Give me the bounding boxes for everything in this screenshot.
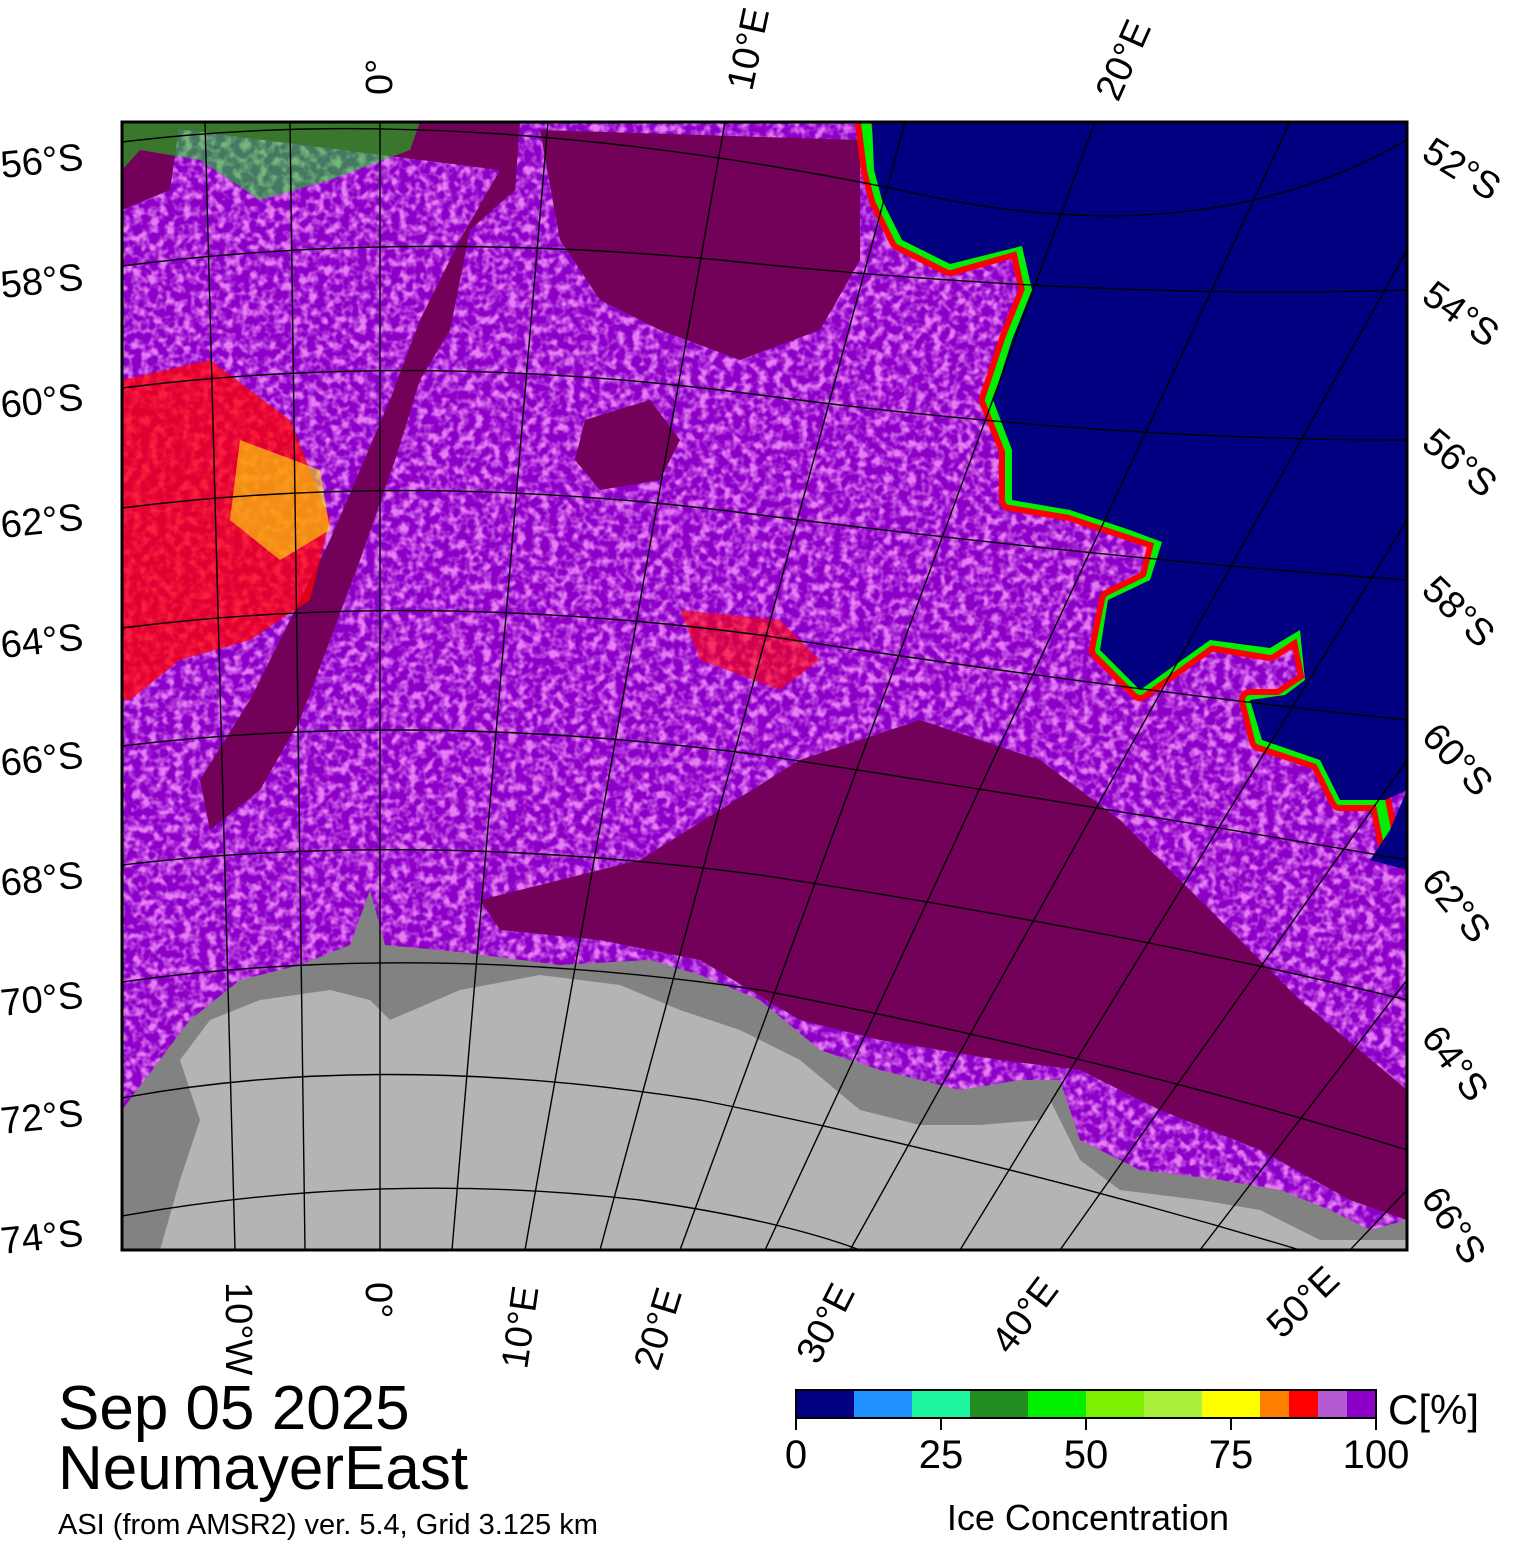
lon-label-bottom: 10°E [494, 1283, 547, 1371]
lat-label-right: 60°S [1413, 715, 1500, 804]
colorbar-segment [1086, 1390, 1145, 1418]
top-longitude-labels: 0° 10°E 20°E [359, 4, 1160, 107]
colorbar-tick-label: 0 [785, 1433, 807, 1477]
colorbar-segment [912, 1390, 971, 1418]
lat-label-left: 68°S [0, 855, 85, 905]
lon-label-bottom: 0° [357, 1282, 399, 1318]
colorbar-segment [1318, 1390, 1348, 1418]
map-region: NeumayerEast [58, 1434, 469, 1503]
colorbar-title: Ice Concentration [947, 1497, 1229, 1538]
lat-label-right: 58°S [1414, 568, 1503, 656]
colorbar-segment [1347, 1390, 1377, 1418]
lat-label-right: 52°S [1415, 130, 1507, 210]
lon-label-bottom: 50°E [1259, 1259, 1348, 1347]
colorbar-tick-label: 100 [1343, 1433, 1410, 1477]
map-subtitle: ASI (from AMSR2) ver. 5.4, Grid 3.125 km [58, 1509, 598, 1541]
lon-label-top: 0° [359, 59, 401, 95]
lat-label-left: 74°S [0, 1213, 85, 1263]
lat-label-left: 56°S [0, 137, 85, 187]
colorbar-segment [796, 1390, 855, 1418]
lat-label-left: 64°S [0, 617, 85, 667]
low-concentration-west-yellow [230, 440, 330, 560]
lat-label-left: 70°S [0, 975, 85, 1025]
colorbar-segment [1144, 1390, 1203, 1418]
low-concentration-west-red [122, 360, 330, 700]
left-latitude-labels: 56°S 58°S 60°S 62°S 64°S 66°S 68°S 70°S … [0, 137, 85, 1263]
colorbar-segments [796, 1390, 1377, 1418]
compact-ice-central [540, 130, 860, 360]
map-content [122, 122, 1407, 1250]
compact-ice-patch [575, 400, 680, 490]
latitude-gridlines [122, 127, 1407, 1250]
north-edge-mixed-ice [122, 122, 420, 200]
colorbar-segment [1202, 1390, 1261, 1418]
lon-label-top: 20°E [1088, 14, 1160, 107]
bottom-longitude-labels: 10°W 0° 10°E 20°E 30°E 40°E 50°E [217, 1259, 1348, 1376]
colorbar-segment [1289, 1390, 1319, 1418]
colorbar-segment [1260, 1390, 1290, 1418]
lon-label-bottom: 40°E [984, 1270, 1067, 1361]
colorbar-tick-label: 50 [1064, 1433, 1109, 1477]
lon-label-bottom: 10°W [217, 1282, 259, 1375]
lat-label-left: 72°S [0, 1093, 85, 1143]
lat-label-left: 62°S [0, 497, 85, 547]
map-date: Sep 05 2025 [58, 1374, 410, 1443]
lat-label-right: 54°S [1415, 273, 1507, 356]
colorbar-segment [970, 1390, 1029, 1418]
lat-label-right: 64°S [1413, 1018, 1496, 1109]
compact-ice-east-band [480, 720, 1407, 1220]
colorbar-tick-label: 75 [1209, 1433, 1254, 1477]
lat-label-right: 62°S [1413, 861, 1498, 951]
right-latitude-labels: 52°S 54°S 56°S 58°S 60°S 62°S 64°S 66°S [1413, 130, 1508, 1272]
open-water-east-notch [1370, 790, 1407, 870]
colorbar-tick-label: 25 [919, 1433, 964, 1477]
map-frame [120, 120, 1409, 1252]
lat-label-left: 60°S [0, 377, 85, 427]
longitude-gridlines [204, 122, 1407, 1250]
antarctic-continent [160, 975, 1407, 1250]
colorbar: 0 25 50 75 100 C[%] Ice Concentration [785, 1386, 1479, 1538]
lat-label-right: 56°S [1414, 421, 1504, 506]
colorbar-unit: C[%] [1388, 1386, 1479, 1433]
lon-label-top: 10°E [720, 4, 778, 94]
colorbar-segment [854, 1390, 913, 1418]
lon-label-bottom: 30°E [789, 1277, 864, 1370]
lat-label-right: 66°S [1413, 1180, 1494, 1272]
lat-label-left: 66°S [0, 735, 85, 785]
lat-label-left: 58°S [0, 257, 85, 307]
colorbar-segment [1028, 1390, 1087, 1418]
colorbar-ticks: 0 25 50 75 100 [785, 1418, 1410, 1477]
lon-label-bottom: 20°E [626, 1283, 690, 1374]
